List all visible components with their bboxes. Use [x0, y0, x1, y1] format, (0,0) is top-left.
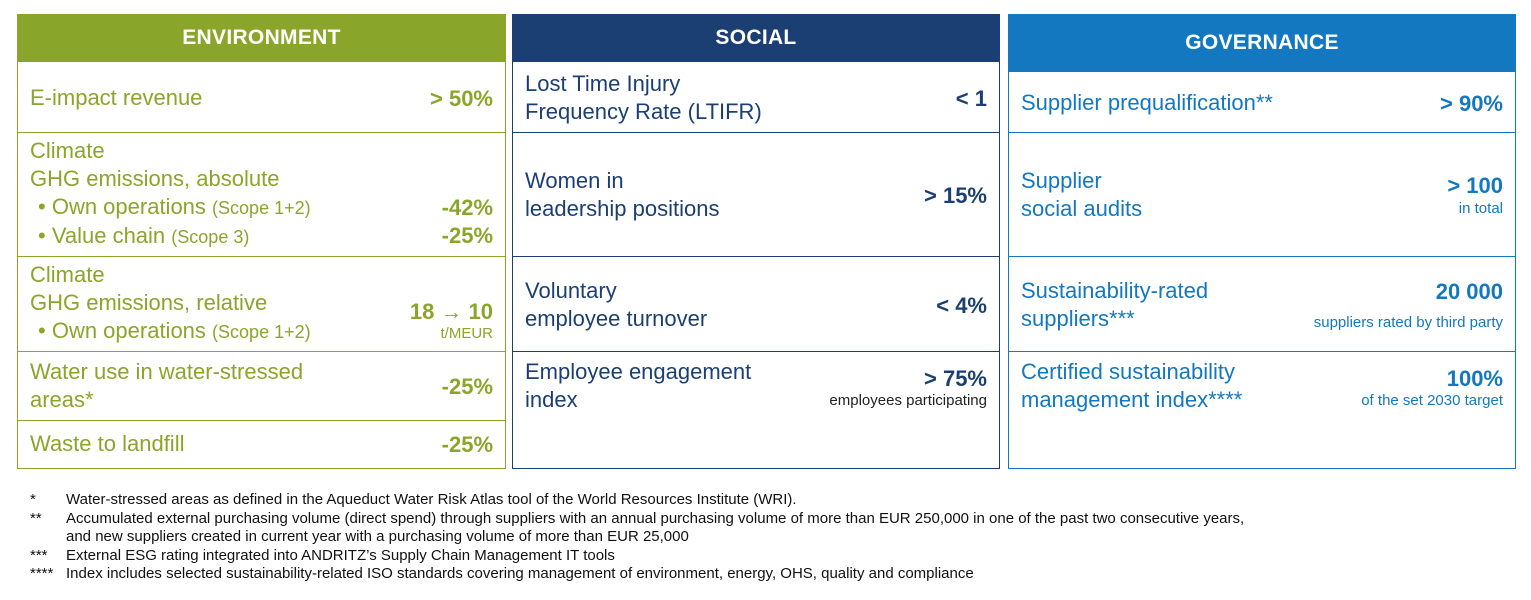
governance-header: GOVERNANCE	[1009, 15, 1515, 71]
kpi-value: -25%	[441, 432, 493, 457]
footnote-continued: and new suppliers created in current yea…	[66, 528, 689, 545]
kpi-label: Lost Time Injury Frequency Rate (LTIFR)	[525, 71, 762, 124]
kpi-unit: t/MEUR	[440, 325, 494, 342]
kpi-label: Sustainability-rated suppliers***	[1021, 278, 1209, 331]
kpi-label: Supplier prequalification**	[1021, 90, 1273, 115]
kpi-label: E-impact revenue	[30, 85, 203, 110]
kpi-label: Waste to landfill	[30, 431, 185, 456]
kpi-unit: in total	[1458, 200, 1503, 217]
kpi-value-value-chain: -25%	[441, 223, 493, 248]
kpi-unit: employees participating	[829, 392, 987, 409]
social-header: SOCIAL	[513, 15, 999, 61]
kpi-row-waste: Waste to landfill -25%	[18, 420, 505, 468]
kpi-row-women-leadership: Women in leadership positions > 15%	[513, 132, 999, 256]
kpi-row-e-impact: E-impact revenue > 50%	[18, 61, 505, 132]
kpi-value: > 100	[1447, 173, 1503, 198]
governance-panel: GOVERNANCE Supplier prequalification** >…	[1008, 14, 1516, 469]
kpi-value-own-operations: -42%	[441, 195, 493, 220]
kpi-row-ghg-absolute: Climate GHG emissions, absolute • Own op…	[18, 132, 505, 256]
kpi-value: 20 000	[1435, 279, 1503, 304]
kpi-row-certified-index: Certified sustainability management inde…	[1009, 351, 1515, 468]
kpi-label: Climate GHG emissions, relative • Own op…	[30, 262, 311, 343]
kpi-unit: of the set 2030 target	[1361, 392, 1503, 409]
kpi-value: 100%	[1446, 366, 1503, 391]
kpi-label: Water use in water-stressed areas*	[30, 359, 304, 412]
footnote: **** Index includes selected sustainabili…	[30, 565, 974, 582]
environment-panel: ENVIRONMENT E-impact revenue > 50% Clima…	[17, 14, 506, 469]
kpi-unit: suppliers rated by third party	[1313, 314, 1503, 331]
kpi-value: -25%	[441, 374, 493, 399]
kpi-label: Certified sustainability management inde…	[1021, 359, 1243, 412]
kpi-label: Voluntary employee turnover	[525, 278, 708, 331]
footnote: *** External ESG rating integrated into A…	[30, 546, 615, 564]
kpi-label: Supplier social audits	[1021, 168, 1143, 221]
kpi-row-rated-suppliers: Sustainability-rated suppliers*** 20 000…	[1009, 256, 1515, 351]
kpi-row-ghg-relative: Climate GHG emissions, relative • Own op…	[18, 256, 505, 351]
environment-header: ENVIRONMENT	[18, 15, 505, 61]
kpi-row-engagement: Employee engagement index > 75% employee…	[513, 351, 999, 468]
footnote: * Water-stressed areas as defined in the …	[30, 491, 797, 508]
footnote: ** Accumulated external purchasing volume…	[30, 509, 1245, 527]
kpi-value: < 1	[955, 86, 987, 111]
kpi-row-social-audits: Supplier social audits > 100 in total	[1009, 132, 1515, 256]
kpi-label: Employee engagement index	[525, 359, 752, 412]
kpi-label: Climate GHG emissions, absolute • Own op…	[30, 138, 311, 248]
kpi-label: Women in leadership positions	[525, 168, 720, 221]
kpi-row-prequalification: Supplier prequalification** > 90%	[1009, 71, 1515, 132]
kpi-value: 18 → 10	[409, 299, 493, 324]
kpi-row-turnover: Voluntary employee turnover < 4%	[513, 256, 999, 351]
kpi-row-ltifr: Lost Time Injury Frequency Rate (LTIFR) …	[513, 61, 999, 132]
kpi-value: > 50%	[430, 86, 493, 111]
kpi-row-water-use: Water use in water-stressed areas* -25%	[18, 351, 505, 420]
kpi-value: > 15%	[924, 183, 987, 208]
kpi-value: < 4%	[936, 293, 987, 318]
social-panel: SOCIAL Lost Time Injury Frequency Rate (…	[512, 14, 1000, 469]
footnotes: * Water-stressed areas as defined in the …	[30, 491, 1244, 584]
kpi-value: > 90%	[1440, 91, 1503, 116]
kpi-value: > 75%	[924, 366, 987, 391]
